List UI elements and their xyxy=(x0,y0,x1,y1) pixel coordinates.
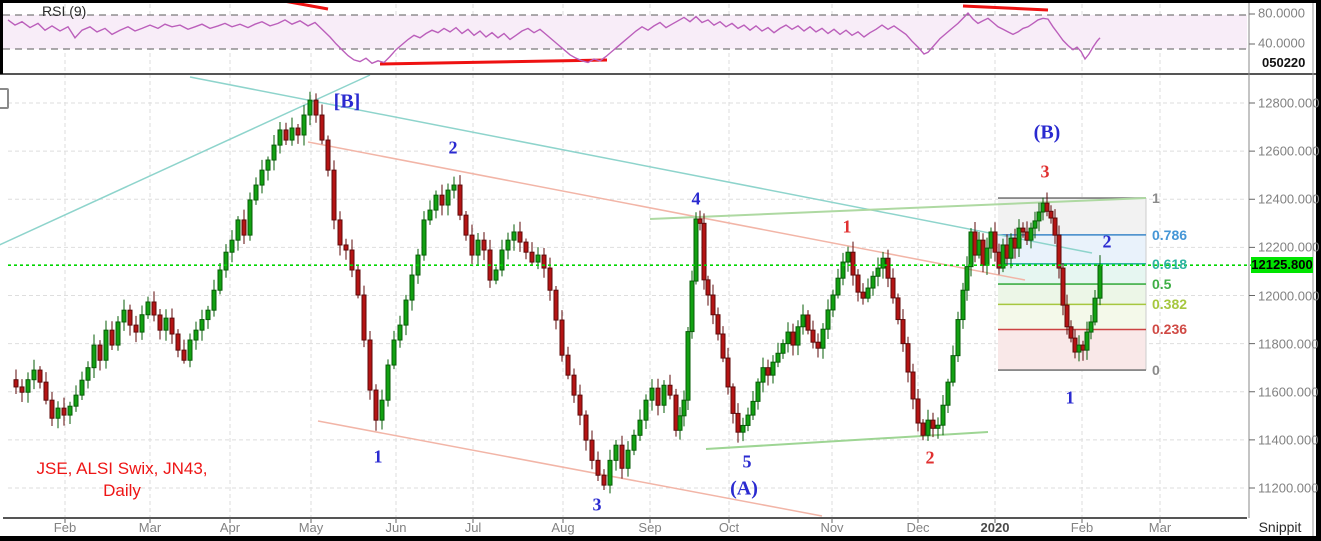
x-axis-month-label: Aug xyxy=(551,520,575,535)
fib-level-label: 0.5 xyxy=(1152,276,1172,293)
y-axis-price-label: 12600.000 xyxy=(1258,143,1320,159)
wave-annotation: 3 xyxy=(592,494,602,515)
snippit-label: Snippit xyxy=(1258,519,1302,535)
y-axis-price-label: 12800.000 xyxy=(1258,95,1320,111)
rsi-lower-tick-label: 40.0000 xyxy=(1258,35,1305,51)
wave-annotation: 1 xyxy=(1065,387,1075,408)
wave-annotation: (B) xyxy=(1033,121,1061,144)
y-axis-price-label: 11800.000 xyxy=(1258,336,1319,352)
y-axis-price-label: 11600.000 xyxy=(1258,384,1319,400)
rsi-plot xyxy=(7,0,1101,66)
date-label: 050220 xyxy=(1262,55,1306,70)
x-axis-month-label: 2020 xyxy=(980,520,1010,535)
wave-annotation: 5 xyxy=(742,451,752,472)
frame-left-rsi xyxy=(0,3,3,74)
wave-annotation: 2 xyxy=(925,447,935,468)
rsi-indicator-title[interactable]: RSI (9) xyxy=(42,3,87,19)
y-axis-price-label: 12000.000 xyxy=(1258,288,1320,303)
x-axis-month-label: Mar xyxy=(138,520,162,535)
fibonacci-retracement xyxy=(998,197,1147,371)
fib-level-label: 0.236 xyxy=(1152,321,1188,338)
fib-level-label: 0 xyxy=(1152,362,1160,379)
x-axis-month-label: Jul xyxy=(464,520,482,535)
wave-annotation: 1 xyxy=(842,216,852,237)
wave-annotation: [B] xyxy=(333,90,361,113)
x-axis-month-label: Sep xyxy=(638,520,662,535)
wave-annotation: 3 xyxy=(1040,161,1050,182)
current-price-badge: 12125.800 xyxy=(1251,257,1313,274)
y-axis-price-label: 12200.000 xyxy=(1258,239,1320,255)
symbol-title[interactable]: JSE, ALSI Swix, JN43, Daily xyxy=(12,458,232,502)
candles-layer xyxy=(13,91,1103,494)
frame-bottom xyxy=(0,536,1321,541)
x-axis-month-label: Mar xyxy=(1148,520,1172,535)
y-axis-price-label: 11200.000 xyxy=(1258,480,1319,496)
fib-level-label: 0.786 xyxy=(1152,226,1188,243)
fib-level-label: 0.618 xyxy=(1152,255,1188,272)
symbol-title-line2: Daily xyxy=(103,481,141,500)
fib-level-label: 0.382 xyxy=(1152,296,1188,313)
x-axis-month-label: May xyxy=(298,520,324,535)
wave-annotation: (A) xyxy=(730,477,758,500)
symbol-title-line1: JSE, ALSI Swix, JN43, xyxy=(36,459,208,478)
y-axis-price-label: 11400.000 xyxy=(1258,432,1319,448)
frame-top xyxy=(0,0,1321,3)
x-axis-month-label: Feb xyxy=(1070,520,1094,535)
rsi-band xyxy=(3,14,1247,50)
x-axis-month-label: Oct xyxy=(718,520,740,535)
wave-annotation: 1 xyxy=(373,446,383,467)
x-axis-month-label: Dec xyxy=(906,520,930,535)
clipped-label-fragment xyxy=(0,88,9,109)
wave-annotation: 4 xyxy=(691,188,701,209)
x-axis-month-label: Nov xyxy=(820,520,844,535)
frame-right xyxy=(1316,0,1321,541)
x-axis-month-label: Jun xyxy=(385,520,407,535)
x-axis-month-label: Apr xyxy=(219,520,241,535)
x-axis-month-label: Feb xyxy=(53,520,77,535)
rsi-upper-tick-label: 80.0000 xyxy=(1258,5,1305,21)
wave-annotation: 2 xyxy=(1102,231,1112,252)
fib-level-label: 1 xyxy=(1152,190,1160,207)
wave-annotation: 2 xyxy=(448,137,458,158)
vertical-gridlines xyxy=(64,4,1161,518)
y-axis-price-label: 12400.000 xyxy=(1258,191,1320,207)
